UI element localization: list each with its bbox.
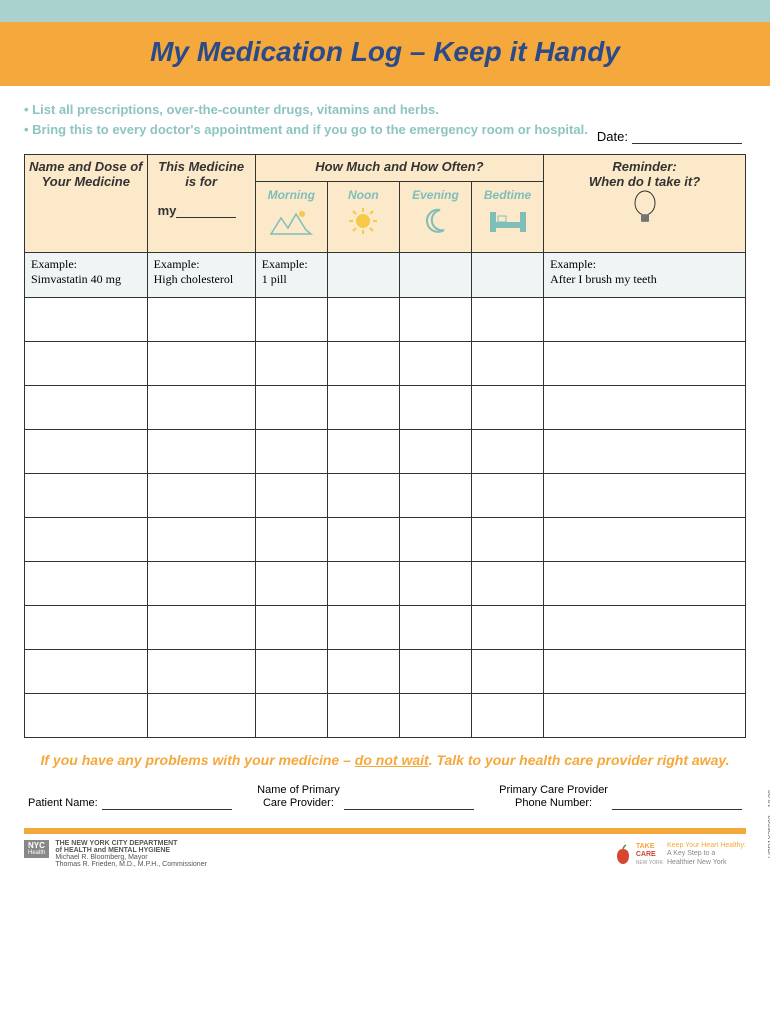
- example-for: Example: High cholesterol: [147, 253, 255, 298]
- dept-info: THE NEW YORK CITY DEPARTMENT of HEALTH a…: [55, 840, 207, 868]
- col-reminder: Reminder: When do I take it?: [544, 155, 746, 253]
- slogan: Keep Your Heart Healthy: A Key Step to a…: [667, 842, 746, 867]
- table-row[interactable]: [25, 342, 746, 386]
- nyc-logo: NYC Health: [24, 840, 49, 858]
- footer: NYC Health THE NEW YORK CITY DEPARTMENT …: [0, 834, 770, 868]
- take-care-text: TAKE CARE NEW YORK: [636, 843, 663, 866]
- table-row[interactable]: [25, 562, 746, 606]
- table-row[interactable]: [25, 606, 746, 650]
- page-title: My Medication Log – Keep it Handy: [0, 36, 770, 68]
- table-row[interactable]: [25, 298, 746, 342]
- patient-name-label: Patient Name:: [28, 797, 98, 810]
- table-row[interactable]: [25, 694, 746, 738]
- primary-phone-label: Primary Care Provider Phone Number:: [499, 784, 608, 810]
- col-bedtime: Bedtime: [471, 182, 543, 253]
- footer-right: TAKE CARE NEW YORK Keep Your Heart Healt…: [614, 840, 746, 868]
- top-stripe: [0, 0, 770, 22]
- moon-icon: [420, 206, 450, 236]
- signature-row: Patient Name: Name of Primary Care Provi…: [24, 784, 746, 828]
- apple-icon: [614, 843, 632, 865]
- col-name-dose: Name and Dose of Your Medicine: [25, 155, 148, 253]
- example-name: Example: Simvastatin 40 mg: [25, 253, 148, 298]
- col-evening: Evening: [399, 182, 471, 253]
- lightbulb-icon: [546, 189, 743, 232]
- example-morning: Example: 1 pill: [255, 253, 327, 298]
- primary-name-label: Name of Primary Care Provider:: [257, 784, 340, 810]
- table-row[interactable]: [25, 650, 746, 694]
- warning-text: If you have any problems with your medic…: [24, 752, 746, 768]
- medication-table: Name and Dose of Your Medicine This Medi…: [24, 154, 746, 738]
- date-label: Date:: [597, 129, 628, 144]
- example-reminder: Example: After I brush my teeth: [544, 253, 746, 298]
- table-row[interactable]: [25, 474, 746, 518]
- col-morning: Morning: [255, 182, 327, 253]
- table-row[interactable]: [25, 386, 746, 430]
- bed-icon: [486, 206, 530, 236]
- patient-name-line[interactable]: [102, 798, 232, 810]
- morning-icon: [266, 206, 316, 236]
- medicine-for-input-line[interactable]: [176, 217, 236, 218]
- table-row[interactable]: [25, 518, 746, 562]
- primary-name-line[interactable]: [344, 798, 474, 810]
- example-row: Example: Simvastatin 40 mg Example: High…: [25, 253, 746, 298]
- footer-left: NYC Health THE NEW YORK CITY DEPARTMENT …: [24, 840, 207, 868]
- col-noon: Noon: [327, 182, 399, 253]
- primary-phone-line[interactable]: [612, 798, 742, 810]
- table-row[interactable]: [25, 430, 746, 474]
- instruction-line-1: • List all prescriptions, over-the-count…: [24, 100, 746, 120]
- col-medicine-for: This Medicine is for my: [147, 155, 255, 253]
- col-how-much: How Much and How Often?: [255, 155, 543, 182]
- date-input-line[interactable]: [632, 143, 742, 144]
- sun-icon: [343, 206, 383, 236]
- title-bar: My Medication Log – Keep it Handy: [0, 22, 770, 86]
